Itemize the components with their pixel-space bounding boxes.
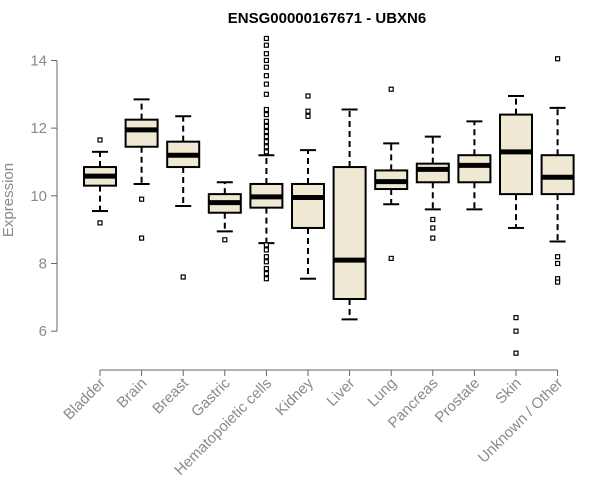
outlier-point	[263, 91, 269, 97]
outlier-point	[430, 216, 436, 223]
iqr-box	[499, 113, 533, 196]
outlier-point	[180, 274, 186, 280]
outlier-point	[263, 57, 269, 64]
chart-title: ENSG00000167671 - UBXN6	[228, 10, 426, 27]
x-tick-label: Brain	[114, 375, 151, 412]
box-breast	[166, 115, 201, 280]
outlier-point	[263, 149, 269, 155]
x-tick-label: Lung	[364, 375, 400, 411]
outlier-point	[263, 42, 269, 48]
outlier-point	[263, 276, 269, 282]
box-kidney	[291, 93, 325, 280]
outlier-point	[513, 315, 519, 321]
outlier-point	[513, 328, 519, 334]
outlier-point	[263, 259, 269, 265]
x-tick-label: Kidney	[272, 374, 317, 419]
y-tick-label: 12	[30, 120, 47, 137]
outlier-point	[388, 86, 394, 92]
y-axis-label: Expression	[0, 163, 17, 237]
iqr-box	[124, 118, 159, 148]
outlier-point	[222, 237, 228, 243]
iqr-box	[332, 166, 367, 301]
x-tick-label: Prostate	[432, 375, 484, 427]
outlier-point	[263, 265, 269, 272]
outlier-point	[139, 196, 145, 202]
outlier-point	[388, 255, 394, 262]
x-tick-label: Bladder	[60, 375, 109, 424]
outlier-point	[554, 279, 561, 285]
y-axis: 6 8 10 12 14	[30, 52, 58, 340]
outlier-point	[430, 225, 436, 231]
outlier-point	[263, 51, 269, 57]
iqr-box	[457, 154, 492, 184]
outlier-point	[263, 118, 269, 124]
box-bladder	[83, 137, 117, 226]
outlier-point	[97, 220, 103, 226]
box-prostate	[457, 120, 492, 211]
outlier-point	[263, 35, 269, 42]
outlier-point	[139, 235, 145, 241]
y-tick-label: 8	[39, 255, 47, 272]
outlier-point	[263, 271, 269, 277]
box-unknown-other	[540, 56, 575, 285]
x-tick-label: Liver	[323, 375, 358, 410]
outlier-point	[263, 139, 269, 145]
outlier-point	[554, 254, 561, 260]
y-tick-label: 14	[30, 52, 47, 69]
y-tick-label: 6	[39, 323, 47, 340]
outlier-point	[263, 111, 269, 118]
plot-area	[83, 35, 575, 356]
iqr-box	[415, 162, 450, 184]
outlier-point	[97, 137, 103, 143]
box-lung	[374, 86, 409, 262]
x-tick-label: Skin	[492, 375, 525, 408]
outlier-point	[554, 260, 561, 267]
outlier-point	[305, 113, 311, 119]
outlier-point	[263, 64, 269, 70]
outlier-point	[263, 144, 269, 150]
outlier-point	[263, 254, 269, 260]
y-tick-label: 10	[30, 188, 47, 205]
iqr-box	[540, 154, 575, 196]
outlier-point	[263, 242, 269, 248]
outlier-point	[263, 128, 269, 135]
iqr-box	[291, 182, 325, 229]
outlier-point	[554, 56, 561, 62]
box-gastric	[207, 181, 242, 243]
box-brain	[124, 98, 159, 241]
x-tick-label: Breast	[149, 374, 192, 417]
outlier-point	[263, 133, 269, 140]
outlier-point	[513, 350, 519, 356]
outlier-point	[263, 123, 269, 130]
outlier-point	[305, 108, 311, 114]
box-skin	[499, 94, 533, 356]
outlier-point	[305, 93, 311, 99]
outlier-point	[430, 235, 436, 241]
outlier-point	[263, 106, 269, 113]
outlier-point	[263, 73, 269, 79]
box-pancreas	[415, 135, 450, 241]
box-hematopoietic-cells	[249, 35, 284, 282]
box-liver	[332, 108, 367, 321]
outlier-point	[263, 81, 269, 87]
outlier-point	[263, 247, 269, 253]
